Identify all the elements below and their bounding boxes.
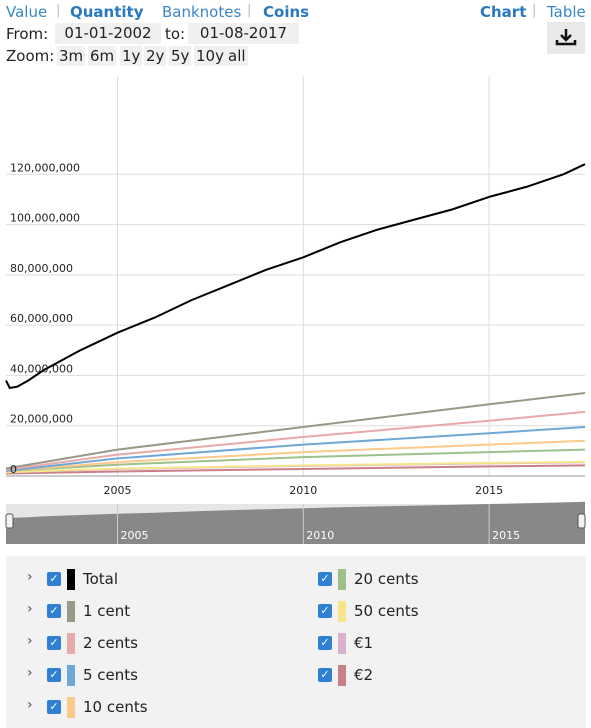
zoom-10y-button[interactable]: 10y [194,46,226,66]
color-swatch [67,665,75,686]
legend-item[interactable]: › ✓ Total [27,569,267,591]
zoom-6m-button[interactable]: 6m [88,46,117,66]
color-swatch [67,697,75,718]
series-line-1-cent [5,392,586,470]
legend-item[interactable]: › ✓ 10 cents [27,697,267,719]
legend-label: 20 cents [354,570,419,588]
series-line-10-cents [5,439,586,472]
legend-item[interactable]: › ✓ 1 cent [27,601,267,623]
from-label: From: [6,25,49,43]
zoom-3m-button[interactable]: 3m [57,46,86,66]
legend-item[interactable]: › ✓ 5 cents [27,665,267,687]
legend-item[interactable]: ✓ €2 [298,665,538,687]
color-swatch [67,633,75,654]
legend-label: Total [83,570,119,588]
color-swatch [338,633,346,654]
coins-toggle[interactable]: Coins [263,3,310,21]
series-line-total [5,163,586,389]
separator: | [247,3,252,18]
legend-label: 10 cents [83,698,148,716]
zoom-1y-button[interactable]: 1y [120,46,143,66]
navigator-tick-label: 2005 [120,529,148,542]
checkbox-2[interactable]: ✓ [318,668,332,682]
separator: | [532,3,537,18]
navigator-tick-label: 2010 [306,529,334,542]
navigator-area [6,501,585,544]
zoom-5y-button[interactable]: 5y [169,46,192,66]
series-line-5-cents [5,426,586,472]
x-tick-label: 2015 [475,484,503,496]
checkbox-5-cents[interactable]: ✓ [47,668,61,682]
color-swatch [338,569,346,590]
navigator-left-handle[interactable] [5,513,14,529]
banknotes-toggle[interactable]: Banknotes [162,3,242,21]
zoom-2y-button[interactable]: 2y [144,46,167,66]
table-view-toggle[interactable]: Table [547,3,586,21]
expand-chevron-icon[interactable]: › [27,633,33,649]
expand-chevron-icon[interactable]: › [27,601,33,617]
color-swatch [338,601,346,622]
y-tick-label: 0 [10,463,17,476]
top-bar: Value | Quantity Banknotes | Coins Chart… [0,0,591,24]
value-toggle[interactable]: Value [6,3,48,21]
y-tick-label: 40,000,000 [10,362,73,375]
expand-chevron-icon[interactable]: › [27,569,33,585]
color-swatch [338,665,346,686]
download-icon [555,29,577,46]
main-chart: 0 20,000,000 40,000,000 60,000,000 80,000,00… [5,76,586,496]
x-tick-label: 2010 [289,484,317,496]
from-date-input[interactable] [55,23,161,44]
checkbox-total[interactable]: ✓ [47,572,61,586]
separator: | [56,3,61,18]
navigator-tick-label: 2015 [492,529,520,542]
series-line-50-cents [5,460,586,474]
quantity-toggle[interactable]: Quantity [70,3,144,21]
to-label: to: [165,25,186,43]
color-swatch [67,601,75,622]
y-tick-label: 100,000,000 [10,212,80,225]
checkbox-10-cents[interactable]: ✓ [47,700,61,714]
checkbox-1-cent[interactable]: ✓ [47,604,61,618]
legend-label: 5 cents [83,666,138,684]
color-swatch [67,569,75,590]
to-date-input[interactable] [188,23,299,44]
legend-item[interactable]: ✓ 20 cents [298,569,538,591]
checkbox-1[interactable]: ✓ [318,636,332,650]
legend-label: €1 [354,634,374,652]
download-button[interactable] [547,22,585,54]
series-line-2-cents [5,410,586,471]
y-tick-label: 20,000,000 [10,413,73,426]
series-line--2 [5,464,586,475]
y-tick-label: 80,000,000 [10,262,73,275]
series-line-20-cents [5,448,586,472]
zoom-all-button[interactable]: all [226,46,248,66]
y-tick-label: 120,000,000 [10,161,80,174]
expand-chevron-icon[interactable]: › [27,697,33,713]
y-tick-label: 60,000,000 [10,312,73,325]
legend-label: 50 cents [354,602,419,620]
navigator-chart: 2005 2010 2015 [5,501,586,544]
legend-item[interactable]: ✓ €1 [298,633,538,655]
expand-chevron-icon[interactable]: › [27,665,33,681]
legend-item[interactable]: ✓ 50 cents [298,601,538,623]
legend-panel: › ✓ Total › ✓ 1 cent › ✓ 2 cents › ✓ 5 cents › ✓ 10 ce… [6,556,586,728]
legend-label: 2 cents [83,634,138,652]
checkbox-20-cents[interactable]: ✓ [318,572,332,586]
chart-view-toggle[interactable]: Chart [480,3,527,21]
legend-label: €2 [354,666,374,684]
navigator-right-handle[interactable] [577,513,586,529]
checkbox-50-cents[interactable]: ✓ [318,604,332,618]
checkbox-2-cents[interactable]: ✓ [47,636,61,650]
legend-label: 1 cent [83,602,131,620]
x-tick-label: 2005 [103,484,131,496]
legend-item[interactable]: › ✓ 2 cents [27,633,267,655]
zoom-label: Zoom: [6,47,55,65]
